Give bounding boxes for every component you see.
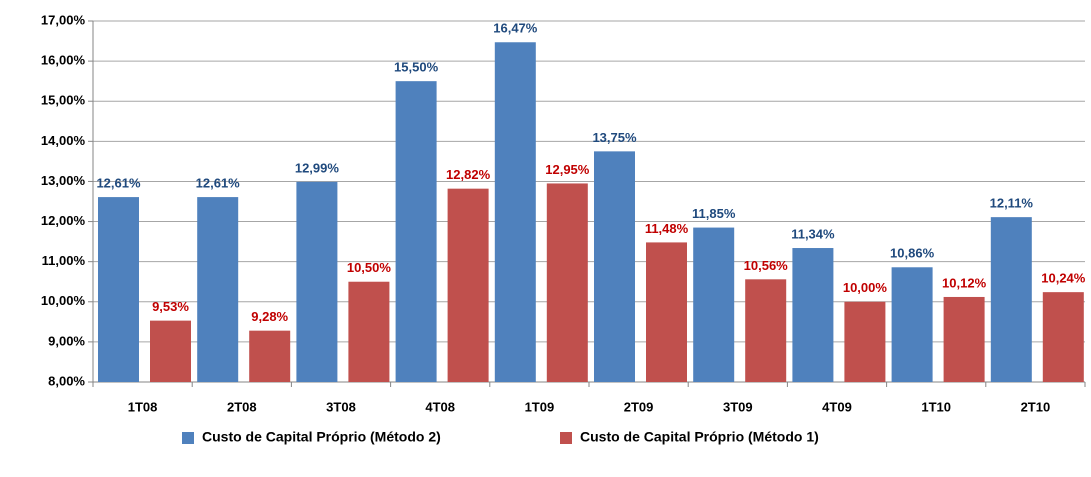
y-tick-label: 15,00% bbox=[41, 93, 86, 108]
bar bbox=[546, 183, 588, 382]
y-tick-label: 9,00% bbox=[48, 333, 85, 348]
bar bbox=[447, 188, 489, 382]
x-tick-label: 3T09 bbox=[723, 399, 753, 414]
value-label: 11,48% bbox=[645, 221, 689, 236]
bar bbox=[348, 281, 390, 382]
legend-swatch bbox=[182, 432, 194, 444]
y-tick-label: 10,00% bbox=[41, 293, 86, 308]
legend-label: Custo de Capital Próprio (Método 2) bbox=[202, 429, 441, 445]
bar bbox=[745, 279, 787, 382]
value-label: 10,24% bbox=[1041, 271, 1086, 286]
value-label: 10,50% bbox=[347, 260, 392, 275]
bar bbox=[990, 217, 1032, 382]
bar bbox=[693, 227, 735, 382]
value-label: 10,56% bbox=[744, 258, 789, 273]
value-label: 15,50% bbox=[394, 60, 439, 75]
bar bbox=[1042, 292, 1084, 382]
bar bbox=[98, 197, 139, 382]
y-tick-label: 8,00% bbox=[48, 373, 85, 388]
x-tick-label: 2T10 bbox=[1021, 399, 1051, 414]
value-label: 12,99% bbox=[295, 160, 340, 175]
value-label: 12,61% bbox=[196, 176, 241, 191]
x-tick-label: 4T09 bbox=[822, 399, 852, 414]
x-tick-label: 3T08 bbox=[326, 399, 356, 414]
y-tick-label: 17,00% bbox=[41, 12, 86, 27]
x-tick-label: 2T09 bbox=[624, 399, 654, 414]
y-tick-label: 14,00% bbox=[41, 133, 86, 148]
value-label: 10,00% bbox=[843, 280, 888, 295]
y-tick-label: 12,00% bbox=[41, 213, 86, 228]
value-label: 9,53% bbox=[152, 299, 189, 314]
y-tick-label: 13,00% bbox=[41, 173, 86, 188]
bar bbox=[197, 197, 239, 382]
x-tick-label: 2T08 bbox=[227, 399, 257, 414]
value-label: 10,86% bbox=[890, 246, 935, 261]
y-tick-label: 16,00% bbox=[41, 53, 86, 68]
x-tick-label: 1T09 bbox=[525, 399, 555, 414]
bar bbox=[844, 301, 886, 382]
bar bbox=[249, 330, 291, 382]
bar bbox=[943, 296, 985, 382]
legend-label: Custo de Capital Próprio (Método 1) bbox=[580, 429, 819, 445]
value-label: 10,12% bbox=[942, 275, 987, 290]
value-label: 12,95% bbox=[545, 162, 590, 177]
bar bbox=[646, 242, 687, 382]
x-tick-label: 1T10 bbox=[921, 399, 951, 414]
bar bbox=[395, 81, 437, 383]
bar bbox=[891, 267, 933, 382]
value-label: 16,47% bbox=[493, 21, 538, 36]
value-label: 9,28% bbox=[251, 309, 288, 324]
value-label: 12,82% bbox=[446, 167, 491, 182]
x-tick-label: 4T08 bbox=[425, 399, 455, 414]
value-label: 12,61% bbox=[96, 176, 141, 191]
bar bbox=[150, 320, 191, 382]
value-label: 11,34% bbox=[791, 226, 835, 241]
bar bbox=[296, 181, 338, 382]
value-label: 13,75% bbox=[592, 130, 637, 145]
bar bbox=[594, 151, 635, 382]
legend-swatch bbox=[560, 432, 572, 444]
x-tick-label: 1T08 bbox=[128, 399, 158, 414]
y-tick-label: 11,00% bbox=[42, 253, 86, 268]
value-label: 11,85% bbox=[692, 206, 736, 221]
value-label: 12,11% bbox=[990, 196, 1034, 211]
bar bbox=[792, 248, 834, 382]
bar bbox=[494, 42, 536, 383]
